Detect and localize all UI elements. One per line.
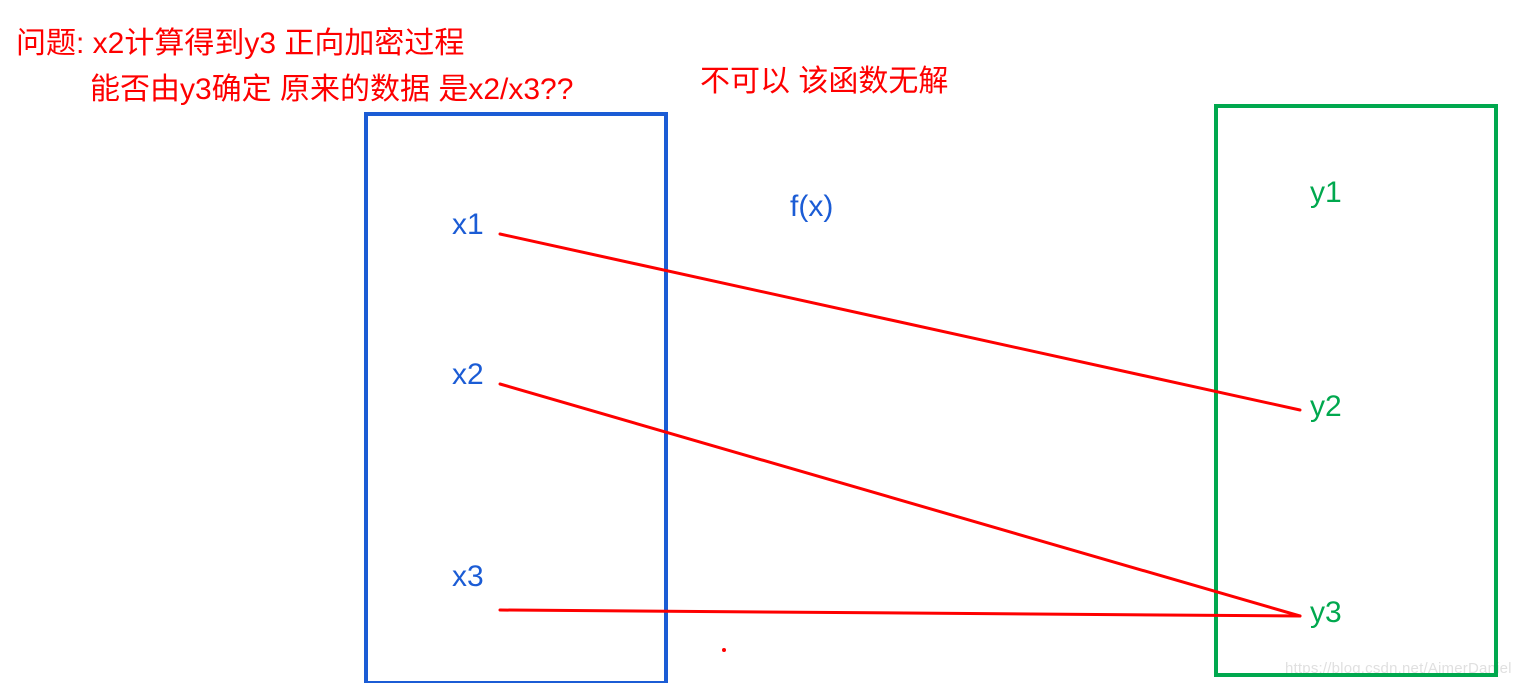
map-x3-to-y3 (500, 610, 1300, 616)
codomain-box (1216, 106, 1496, 675)
domain-item-x2: x2 (452, 358, 484, 392)
codomain-item-y1: y1 (1310, 176, 1342, 210)
question-line-2: 能否由y3确定 原来的数据 是x2/x3?? (90, 64, 573, 108)
domain-item-x1: x1 (452, 208, 484, 242)
function-label-fx: f(x) (790, 190, 833, 224)
domain-box (366, 114, 666, 683)
question-line-1: 问题: x2计算得到y3 正向加密过程 (16, 18, 464, 62)
answer-text: 不可以 该函数无解 (700, 56, 948, 100)
domain-item-x3: x3 (452, 560, 484, 594)
stray-dot (722, 648, 726, 652)
map-x1-to-y2 (500, 234, 1300, 410)
codomain-item-y2: y2 (1310, 390, 1342, 424)
map-x2-to-y3 (500, 384, 1300, 616)
watermark-text: https://blog.csdn.net/AimerDaniel (1285, 660, 1512, 677)
mapping-lines (500, 234, 1300, 616)
codomain-item-y3: y3 (1310, 596, 1342, 630)
diagram-stage: 问题: x2计算得到y3 正向加密过程 能否由y3确定 原来的数据 是x2/x3… (0, 0, 1519, 683)
